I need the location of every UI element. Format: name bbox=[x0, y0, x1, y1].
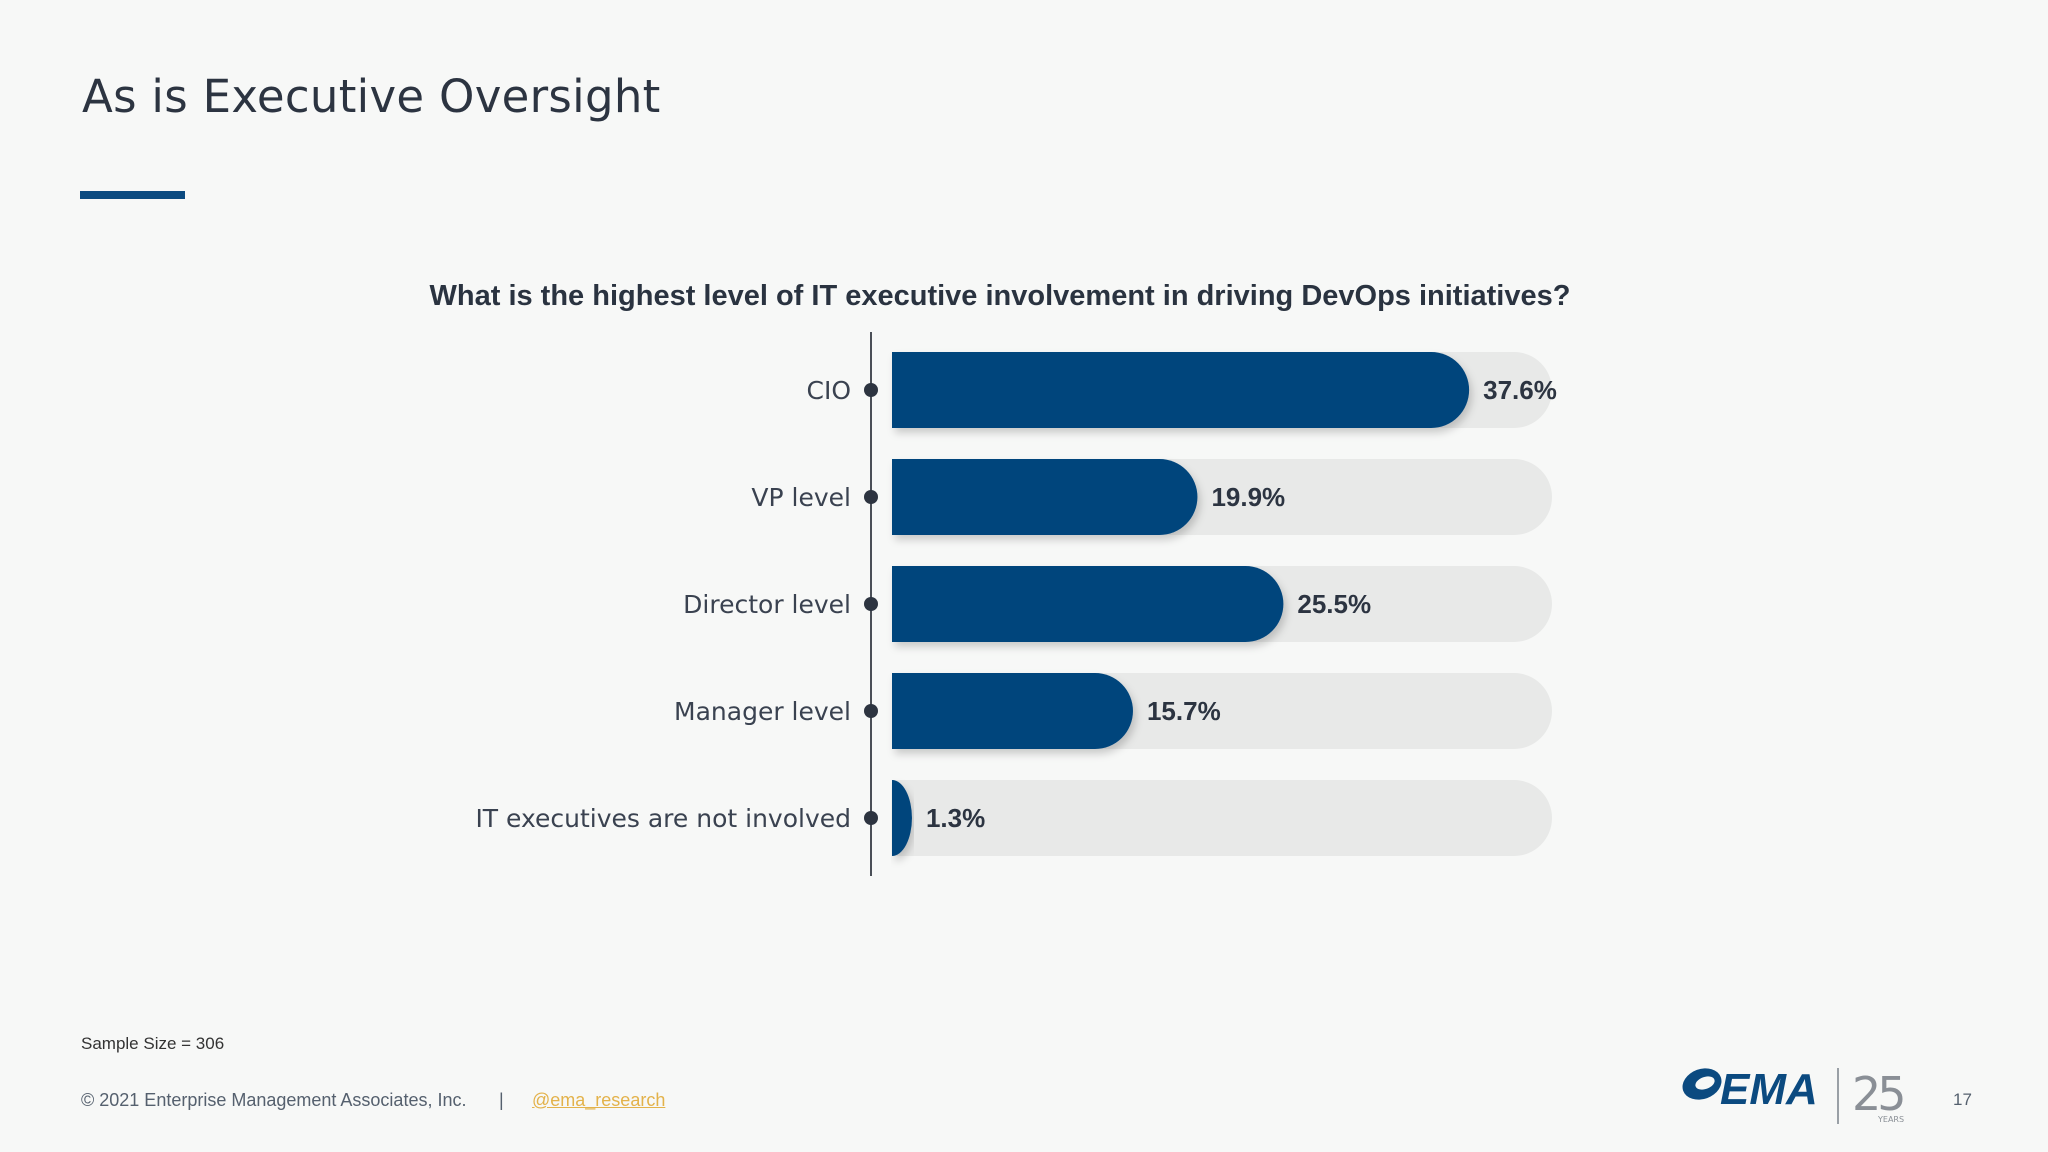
page-number: 17 bbox=[1953, 1090, 1972, 1109]
value-label: 15.7% bbox=[1147, 696, 1221, 726]
axis-dot bbox=[864, 597, 878, 611]
anniversary-number: 25 bbox=[1852, 1067, 1903, 1121]
category-label: CIO bbox=[806, 376, 851, 405]
value-label: 19.9% bbox=[1211, 482, 1285, 512]
title-underline bbox=[80, 191, 185, 199]
category-label: Director level bbox=[683, 590, 851, 619]
ema-wordmark: EMA bbox=[1720, 1065, 1818, 1114]
twitter-handle-link[interactable]: @ema_research bbox=[532, 1090, 666, 1110]
axis-dot bbox=[864, 383, 878, 397]
axis-dots bbox=[864, 383, 878, 825]
axis-dot bbox=[864, 811, 878, 825]
chart-title-text: What is the highest level of IT executiv… bbox=[429, 280, 1571, 312]
category-label: IT executives are not involved bbox=[475, 804, 851, 833]
ema-25-years-logo: EMA 25 YEARS bbox=[1682, 1065, 1907, 1124]
value-labels: 37.6% 19.9% 25.5% 15.7% 1.3% bbox=[926, 375, 1557, 833]
chart-title: What is the highest level of IT executiv… bbox=[0, 280, 2048, 313]
value-label: 1.3% bbox=[926, 803, 985, 833]
category-labels: CIO VP level Director level Manager level IT… bbox=[475, 376, 851, 833]
slide-title: As is Executive Oversight bbox=[82, 70, 661, 123]
value-label: 25.5% bbox=[1297, 589, 1371, 619]
bar-director-level bbox=[892, 566, 1284, 642]
footer-separator: | bbox=[499, 1090, 504, 1110]
bar-manager-level bbox=[892, 673, 1133, 749]
copyright: © 2021 Enterprise Management Associates,… bbox=[81, 1090, 467, 1110]
ema-swoosh-icon bbox=[1682, 1068, 1722, 1100]
axis-dot bbox=[864, 490, 878, 504]
bar-cio bbox=[892, 352, 1470, 428]
axis-dot bbox=[864, 704, 878, 718]
anniversary-years: YEARS bbox=[1877, 1115, 1904, 1124]
category-label: Manager level bbox=[674, 697, 851, 726]
bar-vp-level bbox=[892, 459, 1198, 535]
sample-size: Sample Size = 306 bbox=[81, 1034, 225, 1053]
bar-it-executives-are-not-involved bbox=[892, 780, 912, 856]
value-label: 37.6% bbox=[1483, 375, 1557, 405]
bars bbox=[892, 352, 1470, 856]
category-label: VP level bbox=[751, 483, 851, 512]
bar-track bbox=[892, 780, 1552, 856]
